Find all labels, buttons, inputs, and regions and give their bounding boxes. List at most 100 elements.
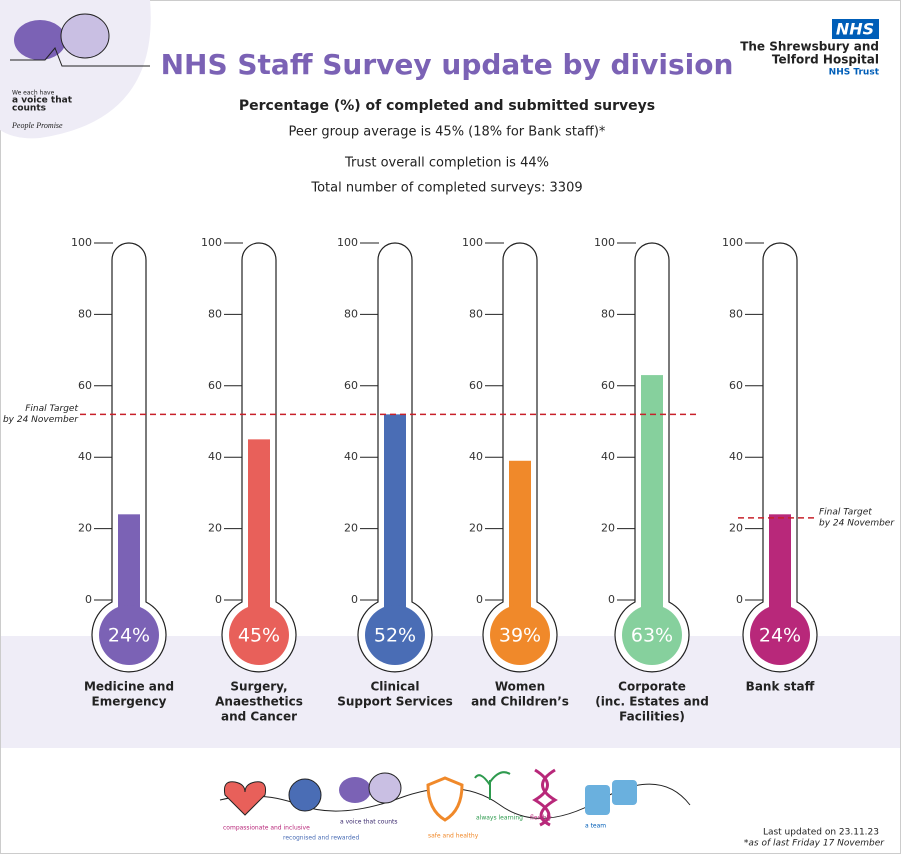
y-tick-label: 0 <box>215 593 222 606</box>
value-label: a voice that counts <box>340 819 398 826</box>
y-tick-label: 60 <box>729 379 743 392</box>
note: Peer group average is 45% (18% for Bank … <box>289 125 606 140</box>
logo-text: We each have <box>12 90 55 97</box>
y-tick-label: 40 <box>729 450 743 463</box>
y-tick-label: 20 <box>208 522 222 535</box>
bar <box>118 514 140 635</box>
value-label: 63% <box>631 625 673 647</box>
bulb <box>490 605 550 665</box>
category-label: and Children’s <box>471 695 569 709</box>
logo-text: People Promise <box>11 121 63 130</box>
y-tick-label: 20 <box>78 522 92 535</box>
y-tick-label: 60 <box>208 379 222 392</box>
y-tick-label: 0 <box>476 593 483 606</box>
value-label: compassionate and inclusive <box>223 825 310 832</box>
category-label: Women <box>495 680 545 694</box>
y-tick-label: 40 <box>344 450 358 463</box>
bulb <box>99 605 159 665</box>
category-label: (inc. Estates and <box>595 695 709 709</box>
y-tick-label: 60 <box>78 379 92 392</box>
nhs-text: NHS <box>836 20 874 39</box>
category-label: Bank staff <box>746 680 815 694</box>
logo-line <box>10 47 150 67</box>
value-label: recognised and rewarded <box>283 835 359 842</box>
icon <box>426 776 464 822</box>
value-label: 39% <box>499 625 541 647</box>
trust-name: Telford Hospital <box>772 53 879 67</box>
updated: Last updated on 23.11.23 <box>763 828 879 838</box>
icon <box>339 777 371 803</box>
target-label: Final Target <box>819 507 872 517</box>
y-tick-label: 100 <box>201 236 222 249</box>
logo-text: counts <box>12 104 46 114</box>
category-label: Surgery, <box>230 680 287 694</box>
y-tick-label: 0 <box>351 593 358 606</box>
value-label: flexibly <box>530 815 552 822</box>
y-tick-label: 100 <box>337 236 358 249</box>
icon <box>474 771 511 800</box>
value-label: a team <box>585 823 606 830</box>
chart-title: NHS Staff Survey update by division <box>161 48 734 81</box>
y-tick-label: 20 <box>344 522 358 535</box>
bubble <box>60 13 110 59</box>
y-tick-label: 100 <box>71 236 92 249</box>
y-tick-label: 0 <box>736 593 743 606</box>
subtitle: Percentage (%) of completed and submitte… <box>239 98 655 114</box>
logo-text: a voice that <box>12 96 73 106</box>
y-tick-label: 40 <box>601 450 615 463</box>
category-label: and Cancer <box>221 710 297 724</box>
as-of: *as of last Friday 17 November <box>744 839 885 849</box>
value-label: always learning <box>476 815 523 822</box>
icon <box>368 772 402 804</box>
trust-name: NHS Trust <box>829 68 880 78</box>
value-label: 45% <box>238 625 280 647</box>
y-tick-label: 100 <box>722 236 743 249</box>
category-label: Facilities) <box>619 710 685 724</box>
bulb <box>365 605 425 665</box>
icon <box>532 768 558 827</box>
target-label: Final Target <box>25 404 78 414</box>
category-label: Anaesthetics <box>215 695 303 709</box>
note: Total number of completed surveys: 3309 <box>310 181 582 196</box>
y-tick-label: 40 <box>469 450 483 463</box>
bulb <box>229 605 289 665</box>
y-tick-label: 40 <box>78 450 92 463</box>
note: Trust overall completion is 44% <box>344 156 549 171</box>
bar <box>248 439 270 635</box>
tube <box>482 242 558 673</box>
y-tick-label: 0 <box>85 593 92 606</box>
target-label: by 24 November <box>3 415 79 425</box>
y-tick-label: 60 <box>469 379 483 392</box>
y-tick-label: 60 <box>601 379 615 392</box>
target-label: by 24 November <box>819 518 895 528</box>
icon <box>288 778 322 812</box>
y-tick-label: 20 <box>729 522 743 535</box>
y-tick-label: 100 <box>462 236 483 249</box>
category-label: Corporate <box>618 680 686 694</box>
icon <box>585 785 610 815</box>
y-tick-label: 80 <box>344 307 358 320</box>
bulb <box>622 605 682 665</box>
y-tick-label: 20 <box>601 522 615 535</box>
value-label: 52% <box>374 625 416 647</box>
y-tick-label: 100 <box>594 236 615 249</box>
y-tick-label: 80 <box>469 307 483 320</box>
category-label: Clinical <box>370 680 419 694</box>
category-label: Medicine and <box>84 680 174 694</box>
tube <box>91 242 167 673</box>
y-tick-label: 80 <box>601 307 615 320</box>
icon <box>224 781 266 816</box>
y-tick-label: 60 <box>344 379 358 392</box>
bar <box>641 375 663 635</box>
icon <box>612 780 637 805</box>
y-tick-label: 40 <box>208 450 222 463</box>
y-tick-label: 80 <box>208 307 222 320</box>
bar <box>769 514 791 635</box>
y-tick-label: 80 <box>78 307 92 320</box>
value-label: safe and healthy <box>428 833 479 840</box>
bulb <box>750 605 810 665</box>
nhs-logo <box>832 19 879 39</box>
y-tick-label: 80 <box>729 307 743 320</box>
bar <box>384 414 406 635</box>
